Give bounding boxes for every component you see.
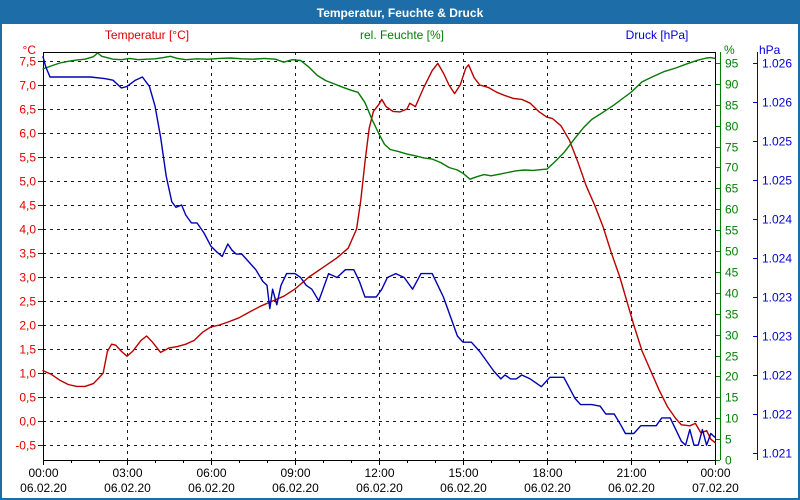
humidity-axis-tick-label: 30: [725, 329, 739, 343]
date-label: 06.02.20: [440, 481, 487, 495]
humidity-axis-unit: %: [724, 43, 735, 57]
left-axis-tick-label: 4,5: [19, 199, 36, 213]
time-label: 15:00: [448, 466, 478, 480]
pressure-axis-tick-label: 1.024: [762, 213, 792, 227]
humidity-axis-tick-label: 60: [725, 203, 739, 217]
humidity-axis-tick-label: 20: [725, 370, 739, 384]
pressure-axis-tick-label: 1.023: [762, 291, 792, 305]
date-label: 06.02.20: [20, 481, 67, 495]
date-label: 06.02.20: [608, 481, 655, 495]
pressure-axis-tick-label: 1.025: [762, 135, 792, 149]
pressure-axis-tick-label: 1.022: [762, 408, 792, 422]
humidity-axis-tick-label: 0: [725, 454, 732, 468]
humidity-axis-tick-label: 10: [725, 412, 739, 426]
left-axis-tick-label: 6,5: [19, 103, 36, 117]
left-axis-tick-label: 2,5: [19, 295, 36, 309]
series-label-pressure: Druck [hPa]: [625, 28, 689, 42]
humidity-axis-tick-label: 25: [725, 350, 739, 364]
humidity-axis-tick-label: 95: [725, 57, 739, 71]
pressure-axis-tick-label: 1.022: [762, 369, 792, 383]
humidity-axis-tick-label: 35: [725, 308, 739, 322]
humidity-axis-tick-label: 45: [725, 266, 739, 280]
humidity-axis-tick-label: 55: [725, 224, 739, 238]
humidity-axis-tick-label: 50: [725, 245, 739, 259]
left-axis-tick-label: 6,0: [19, 127, 36, 141]
pressure-axis-tick-label: 1.021: [762, 447, 792, 461]
time-label: 06:00: [196, 466, 226, 480]
left-axis-tick-label: 7,5: [19, 55, 36, 69]
date-label: 06.02.20: [356, 481, 403, 495]
pressure-axis-tick-label: 1.023: [762, 330, 792, 344]
left-axis-tick-label: 3,5: [19, 247, 36, 261]
pressure-axis-unit: hPa: [759, 43, 781, 57]
date-label: 06.02.20: [188, 481, 235, 495]
series-label-temperature: Temperatur [°C]: [104, 28, 190, 42]
humidity-axis-tick-label: 85: [725, 99, 739, 113]
series-label-humidity: rel. Feuchte [%]: [359, 28, 445, 42]
left-axis-tick-label: 7,0: [19, 79, 36, 93]
humidity-axis-tick-label: 5: [725, 433, 732, 447]
chart-title: Temperatur, Feuchte & Druck: [316, 6, 484, 20]
left-axis-tick-label: 5,0: [19, 175, 36, 189]
left-axis-tick-label: 0,5: [19, 391, 36, 405]
plot-border: [43, 52, 716, 461]
left-axis-tick-label: 4,0: [19, 223, 36, 237]
left-axis-tick-label: 1,0: [19, 367, 36, 381]
date-label: 06.02.20: [524, 481, 571, 495]
time-label: 18:00: [532, 466, 562, 480]
left-axis-tick-label: 0,0: [19, 415, 36, 429]
humidity-axis-tick-label: 70: [725, 161, 739, 175]
left-axis-tick-label: 3,0: [19, 271, 36, 285]
temperature-curve: [42, 62, 716, 444]
humidity-axis-tick-label: 40: [725, 287, 739, 301]
date-label: 07.02.20: [692, 481, 739, 495]
time-label: 00:00: [700, 466, 730, 480]
date-label: 06.02.20: [104, 481, 151, 495]
left-axis-tick-label: 1,5: [19, 343, 36, 357]
pressure-axis-tick-label: 1.026: [762, 96, 792, 110]
time-label: 03:00: [112, 466, 142, 480]
date-label: 06.02.20: [272, 481, 319, 495]
humidity-curve: [42, 52, 716, 180]
pressure-curve: [42, 56, 716, 446]
humidity-axis-tick-label: 90: [725, 78, 739, 92]
pressure-axis-tick-label: 1.025: [762, 174, 792, 188]
pressure-axis-tick-label: 1.024: [762, 252, 792, 266]
time-label: 12:00: [364, 466, 394, 480]
time-label: 00:00: [28, 466, 58, 480]
pressure-axis-tick-label: 1.026: [762, 57, 792, 71]
left-axis-unit: °C: [22, 43, 36, 57]
left-axis-tick-label: -0,5: [15, 439, 36, 453]
time-label: 21:00: [616, 466, 646, 480]
humidity-axis-tick-label: 65: [725, 182, 739, 196]
title-bar: Temperatur, Feuchte & Druck: [2, 2, 798, 24]
left-axis-tick-label: 2,0: [19, 319, 36, 333]
time-label: 09:00: [280, 466, 310, 480]
humidity-axis-tick-label: 15: [725, 391, 739, 405]
humidity-axis-tick-label: 75: [725, 141, 739, 155]
humidity-axis-tick-label: 80: [725, 120, 739, 134]
left-axis-tick-label: 5,5: [19, 151, 36, 165]
